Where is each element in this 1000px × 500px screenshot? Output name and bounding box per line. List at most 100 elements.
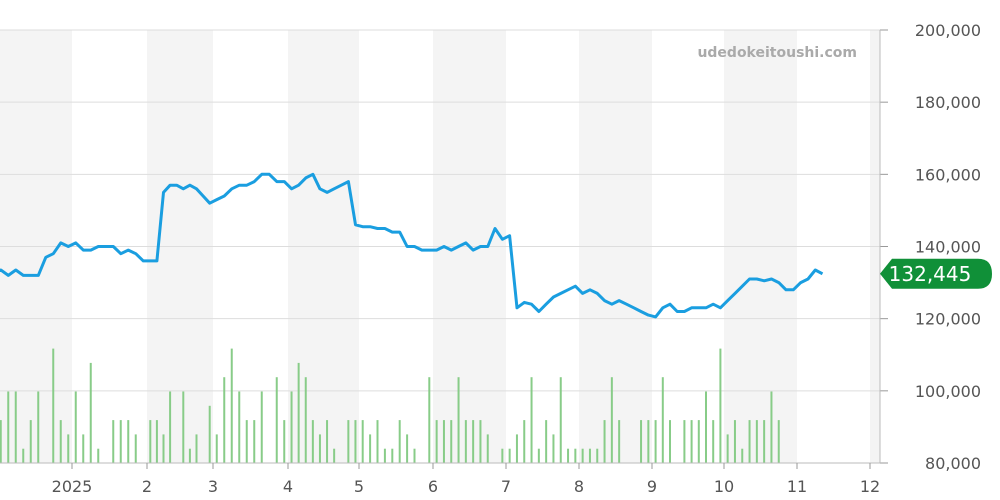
volume-bar — [89, 362, 92, 463]
volume-bar — [763, 420, 766, 463]
x-tick-label: 7 — [501, 477, 511, 496]
volume-bar — [640, 420, 643, 463]
volume-bar — [559, 377, 562, 463]
volume-bar — [391, 448, 394, 463]
volume-bar — [697, 420, 700, 463]
volume-bar — [442, 420, 445, 463]
volume-bar — [523, 420, 526, 463]
volume-bar — [450, 420, 453, 463]
volume-bar — [719, 348, 722, 463]
volume-bar — [169, 391, 172, 463]
volume-bar — [683, 420, 686, 463]
volume-bar — [574, 448, 577, 463]
volume-bar — [297, 362, 300, 463]
volume-bar — [82, 434, 85, 463]
volume-bar — [354, 420, 357, 463]
volume-bar — [326, 420, 329, 463]
volume-bar — [610, 377, 613, 463]
volume-bar — [304, 377, 307, 463]
volume-bar — [376, 420, 379, 463]
y-tick-label: 180,000 — [915, 93, 981, 112]
volume-bar — [552, 434, 555, 463]
volume-bar — [618, 420, 621, 463]
price-line — [0, 172, 824, 319]
volume-bar — [14, 391, 17, 463]
volume-bar — [59, 420, 62, 463]
volume-bar — [581, 448, 584, 463]
volume-bar — [162, 434, 165, 463]
volume-bar — [567, 448, 570, 463]
x-tick-label: 9 — [647, 477, 657, 496]
volume-bar — [726, 434, 729, 463]
volume-bar — [275, 377, 278, 463]
volume-bar — [230, 348, 233, 463]
volume-bar — [195, 434, 198, 463]
volume-bar — [149, 420, 152, 463]
volume-bar — [97, 448, 100, 463]
volume-bar — [37, 391, 40, 463]
x-tick-label: 6 — [428, 477, 438, 496]
x-tick-label: 10 — [714, 477, 734, 496]
volume-bar — [347, 420, 350, 463]
volume-bar — [22, 448, 25, 463]
volume-bar — [413, 448, 416, 463]
y-tick-label: 200,000 — [915, 21, 981, 40]
volume-bar — [661, 377, 664, 463]
volume-bar — [290, 391, 293, 463]
volume-bar — [283, 420, 286, 463]
x-tick-label: 11 — [787, 477, 807, 496]
volume-bar — [428, 377, 431, 463]
volume-bar — [530, 377, 533, 463]
volume-bar — [333, 448, 336, 463]
volume-bar — [705, 391, 707, 463]
volume-bar — [383, 448, 386, 463]
volume-bar — [603, 420, 606, 463]
volume-bar — [369, 434, 372, 463]
y-axis: 200,000 180,000 160,000 140,000 120,000 100,0… — [879, 21, 981, 473]
volume-bar — [777, 420, 780, 463]
volume-bar — [406, 434, 409, 463]
volume-bar — [486, 434, 489, 463]
y-tick-label: 160,000 — [915, 165, 981, 184]
volume-bar — [215, 434, 218, 463]
volume-bar — [67, 434, 70, 463]
x-tick-label: 5 — [354, 477, 364, 496]
volume-bar — [7, 391, 10, 463]
volume-bar — [398, 420, 401, 463]
volume-bar — [318, 434, 321, 463]
volume-bar — [29, 420, 32, 463]
volume-bar — [74, 391, 77, 463]
volume-bar — [472, 420, 475, 463]
volume-bar — [435, 420, 438, 463]
watermark: udedokeitoushi.com — [697, 45, 857, 61]
volume-bar — [0, 420, 2, 463]
volume-bar — [770, 391, 773, 463]
volume-bar — [654, 420, 657, 463]
volume-bar — [733, 420, 736, 463]
volume-bar — [479, 420, 482, 463]
volume-bar — [748, 420, 751, 463]
x-tick-label: 4 — [283, 477, 293, 496]
volume-bar — [588, 448, 591, 463]
volume-bar — [501, 448, 504, 463]
volume-bar — [464, 420, 467, 463]
volume-bar — [741, 448, 744, 463]
volume-bar — [647, 420, 650, 463]
volume-bar — [112, 420, 115, 463]
volume-bar — [669, 420, 671, 463]
current-price-badge: 132,445 — [880, 258, 992, 289]
volume-bar — [119, 420, 122, 463]
y-tick-label: 120,000 — [915, 310, 981, 329]
volume-bar — [238, 391, 241, 463]
y-tick-label: 80,000 — [925, 454, 981, 473]
volume-bar — [537, 448, 540, 463]
volume-bar — [223, 377, 226, 463]
volume-bar — [545, 420, 548, 463]
x-tick-label: 2 — [142, 477, 152, 496]
volume-bar — [253, 420, 256, 463]
volume-bar — [755, 420, 758, 463]
x-axis: 2025 2 3 4 5 6 7 8 9 10 11 12 — [0, 462, 880, 496]
x-tick-label: 3 — [208, 477, 218, 496]
volume-bar — [690, 420, 693, 463]
